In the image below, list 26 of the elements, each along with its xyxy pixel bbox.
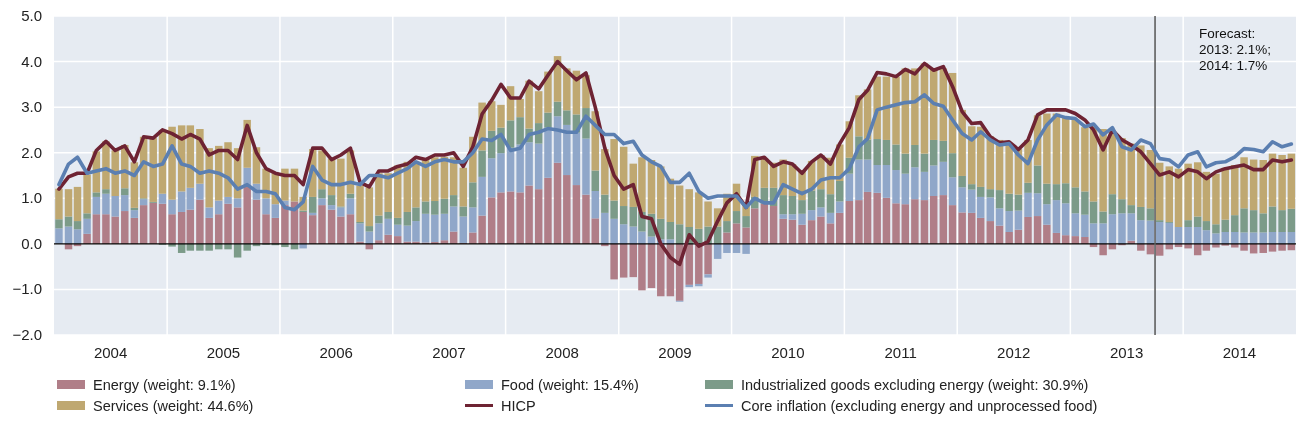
y-tick-label: 0.0 [21, 234, 42, 252]
y-tick-label: 5.0 [21, 7, 42, 24]
y-tick-label: 3.0 [21, 98, 42, 116]
y-tick-label: −1.0 [12, 280, 42, 298]
legend-label: Food (weight: 15.4%) [501, 377, 639, 393]
x-tick-label: 2013 [1109, 344, 1144, 361]
legend-label: Industrialized goods excluding energy (weight: 30.9%) [741, 377, 1089, 393]
legend-label: Core inflation (excluding energy and unprocessed food) [741, 398, 1098, 414]
x-tick-label: 2007 [432, 344, 466, 361]
x-tick-label: 2008 [545, 344, 579, 361]
y-tick-label: 1.0 [21, 189, 42, 207]
x-tick-label: 2006 [319, 344, 353, 361]
annotation: Forecast: 2013: 2.1%; 2014: 1.7% [1199, 26, 1272, 73]
x-tick-label: 2005 [206, 344, 241, 361]
y-tick-label: 2.0 [21, 143, 42, 161]
legend-label: Services (weight: 44.6%) [93, 398, 254, 414]
legend-label: Energy (weight: 9.1%) [93, 377, 236, 393]
x-tick-label: 2009 [658, 344, 692, 361]
x-tick-label: 2014 [1222, 344, 1257, 361]
x-tick-label: 2012 [997, 344, 1031, 361]
y-tick-label: 4.0 [21, 52, 42, 70]
x-tick-label: 2011 [884, 344, 917, 361]
x-tick-label: 2004 [93, 344, 128, 361]
x-tick-label: 2010 [771, 344, 805, 361]
legend-label: HICP [501, 398, 536, 414]
y-tick-label: −2.0 [12, 326, 42, 343]
